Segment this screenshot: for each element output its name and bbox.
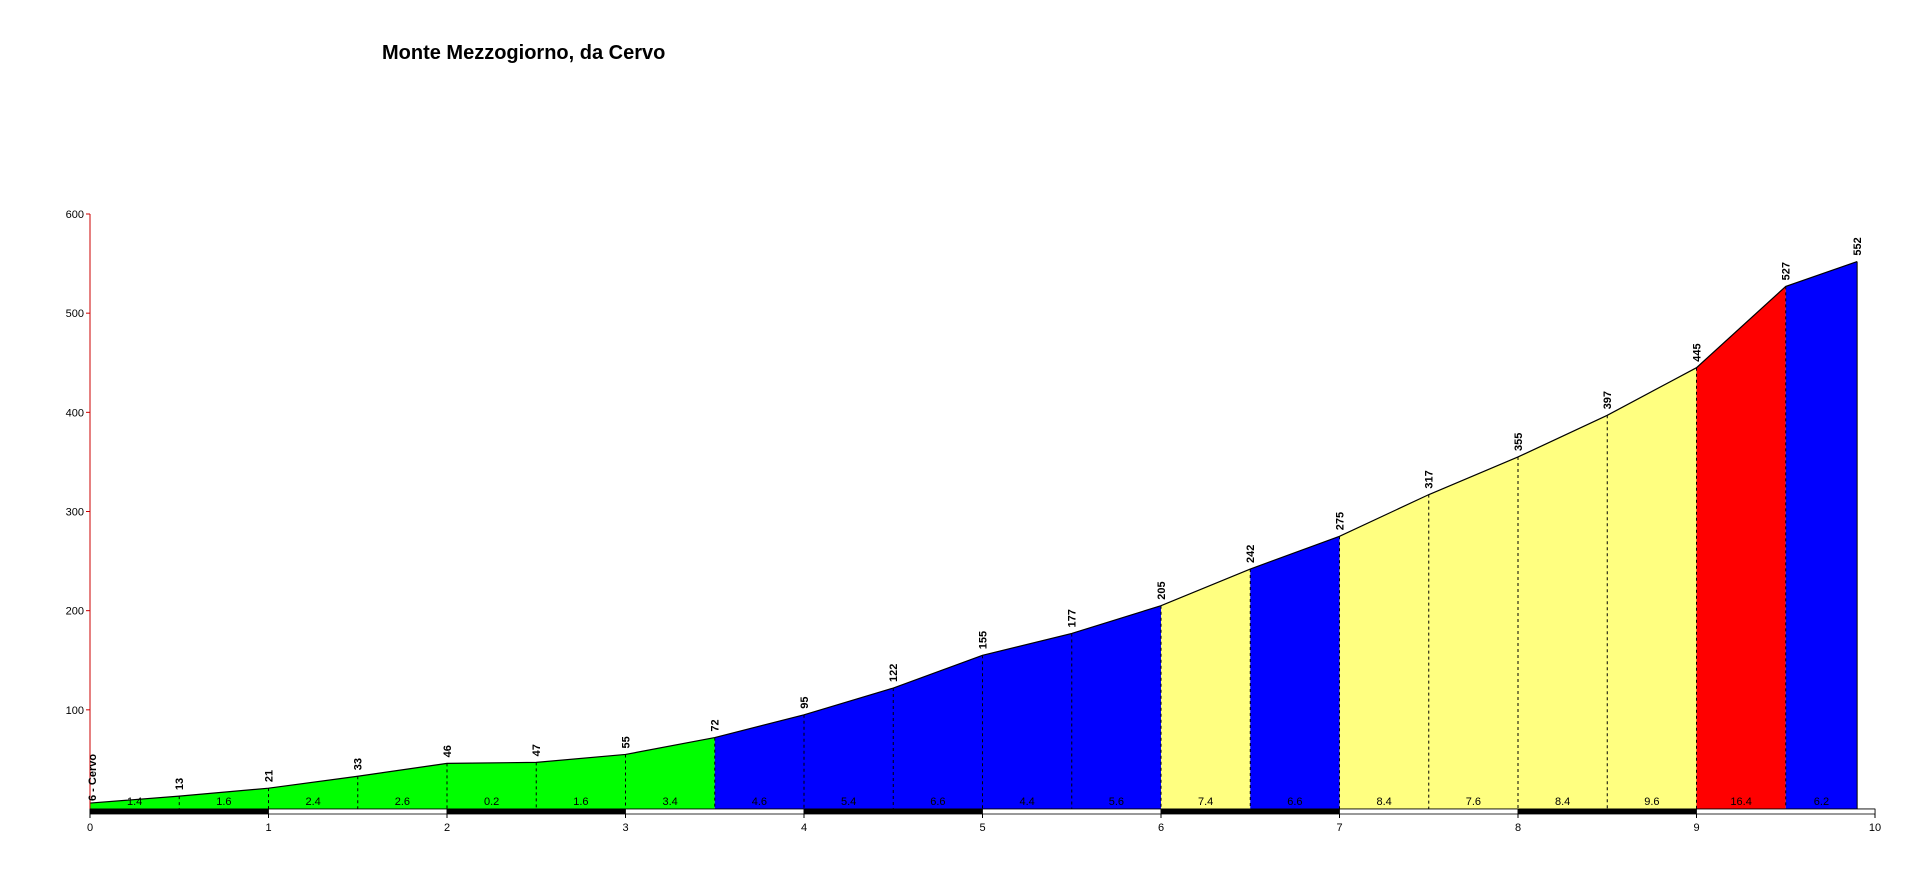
x-tick-label: 10 — [1869, 822, 1881, 834]
altitude-label: 552 — [1852, 237, 1864, 255]
gradient-label: 1.6 — [216, 796, 231, 808]
scale-bar-segment — [625, 808, 805, 815]
gradient-label: 8.4 — [1555, 796, 1570, 808]
altitude-label: 21 — [264, 770, 276, 782]
altitude-label: 55 — [621, 736, 633, 748]
altitude-label: 397 — [1602, 391, 1614, 409]
distance-scale-bar — [89, 808, 1876, 815]
altitude-label: 355 — [1513, 433, 1525, 451]
gradient-label: 2.4 — [305, 796, 320, 808]
chart-title: Monte Mezzogiorno, da Cervo — [382, 42, 666, 64]
profile-section — [1161, 569, 1251, 809]
x-tick-label: 3 — [622, 822, 628, 834]
scale-bar-segment — [446, 808, 626, 815]
altitude-label: 13 — [174, 778, 186, 790]
altitude-labels: 13 21 33 46 47 55 72 95 122 155 177 205 242 275 317 355… — [87, 237, 1864, 801]
x-tick-label: 0 — [87, 822, 93, 834]
gradient-label: 6.6 — [1287, 796, 1302, 808]
gradient-label: 4.4 — [1019, 796, 1034, 808]
altitude-label: 155 — [978, 631, 990, 649]
y-tick-label: 300 — [66, 507, 84, 519]
gradient-label: 5.6 — [1109, 796, 1124, 808]
gradient-labels: 1.4 1.6 2.4 2.6 0.2 1.6 3.4 4.6 5.4 6.6 4.4 5.6 7.4 6… — [127, 796, 1829, 808]
gradient-label: 3.4 — [662, 796, 677, 808]
profile-section — [1785, 261, 1858, 810]
gradient-label: 1.4 — [127, 796, 142, 808]
altitude-label: 445 — [1692, 343, 1704, 361]
start-label: 6 - Cervo — [87, 754, 99, 801]
profile-outline — [89, 261, 1858, 804]
scale-bar-segment — [1517, 808, 1697, 815]
altitude-label: 317 — [1424, 470, 1436, 488]
gradient-label: 1.6 — [573, 796, 588, 808]
profile-line — [89, 261, 1858, 804]
profile-section — [90, 737, 715, 809]
altitude-label: 177 — [1067, 609, 1079, 627]
altitude-label: 72 — [710, 719, 722, 731]
profile-section — [714, 605, 1161, 809]
scale-bar-segment — [268, 808, 448, 815]
gradient-label: 7.6 — [1466, 796, 1481, 808]
y-tick-label: 600 — [66, 209, 84, 221]
altitude-label: 205 — [1156, 581, 1168, 599]
scale-bar-segment — [1160, 808, 1340, 815]
profile-areas — [90, 261, 1858, 810]
altitude-label: 242 — [1245, 545, 1257, 563]
gradient-label: 16.4 — [1730, 796, 1751, 808]
x-tick-label: 7 — [1336, 822, 1342, 834]
gradient-label: 9.6 — [1644, 796, 1659, 808]
altitude-label: 46 — [442, 745, 454, 757]
x-tick-label: 9 — [1693, 822, 1699, 834]
gradient-label: 6.2 — [1814, 796, 1829, 808]
scale-bar-segment — [803, 808, 983, 815]
segment-dividers — [178, 261, 1858, 809]
altitude-label: 95 — [799, 697, 811, 709]
gradient-label: 7.4 — [1198, 796, 1213, 808]
gradient-label: 8.4 — [1376, 796, 1391, 808]
scale-bar-segment — [89, 808, 269, 815]
profile-section — [1250, 536, 1340, 809]
y-tick-label: 200 — [66, 606, 84, 618]
gradient-label: 6.6 — [930, 796, 945, 808]
x-tick-label: 8 — [1515, 822, 1521, 834]
scale-bar-segment — [1696, 808, 1876, 815]
gradient-label: 5.4 — [841, 796, 856, 808]
altitude-label: 33 — [353, 758, 365, 770]
gradient-label: 0.2 — [484, 796, 499, 808]
scale-bar-segment — [982, 808, 1162, 815]
tick-labels: 100 200 300 400 500 600 0 1 2 3 4 5 6 7 8 9 10 — [66, 209, 1881, 834]
altitude-label: 47 — [531, 744, 543, 756]
gradient-label: 4.6 — [752, 796, 767, 808]
altitude-label: 275 — [1335, 512, 1347, 530]
y-tick-label: 100 — [66, 705, 84, 717]
y-tick-label: 500 — [66, 308, 84, 320]
x-tick-label: 6 — [1158, 822, 1164, 834]
scale-bar-segment — [1339, 808, 1519, 815]
altitude-label: 122 — [888, 664, 900, 682]
gradient-label: 2.6 — [395, 796, 410, 808]
altitude-label: 527 — [1781, 262, 1793, 280]
x-tick-label: 4 — [801, 822, 807, 834]
x-tick-label: 1 — [265, 822, 271, 834]
x-tick-label: 5 — [979, 822, 985, 834]
y-tick-label: 400 — [66, 407, 84, 419]
profile-section — [1696, 286, 1786, 809]
x-tick-label: 2 — [444, 822, 450, 834]
